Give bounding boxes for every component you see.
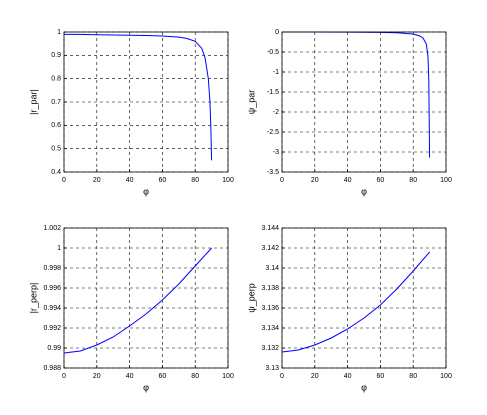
plot-area [282,228,446,368]
x-axis-label: φ [143,382,149,392]
y-tick-label: -3 [273,149,279,156]
x-tick-label: 60 [159,373,167,380]
plot-area [64,228,228,368]
y-tick-label: 0.8 [51,76,61,83]
y-tick-label: 0 [275,29,279,36]
y-tick-label: -1.5 [267,89,279,96]
y-tick-label: -0.5 [267,49,279,56]
x-tick-label: 0 [280,177,284,184]
y-tick-label: 0.99 [47,345,61,352]
y-tick-label: 0.992 [43,325,61,332]
axes-box [281,31,447,173]
plot-area [282,32,446,172]
data-line [63,247,212,354]
y-tick-label: 0.994 [43,305,61,312]
x-tick-label: 0 [280,373,284,380]
y-tick-label: 0.4 [51,169,61,176]
x-tick-label: 40 [126,373,134,380]
y-tick-label: -2.5 [267,129,279,136]
y-tick-label: 3.144 [261,225,279,232]
y-tick-label: 0.6 [51,122,61,129]
x-tick-label: 40 [344,373,352,380]
y-tick-label: 0.996 [43,285,61,292]
data-line [64,33,213,161]
plot-area [64,32,228,172]
x-tick-label: 20 [93,177,101,184]
x-tick-label: 100 [222,177,234,184]
y-tick-label: 0.988 [43,365,61,372]
y-tick-label: -3.5 [267,169,279,176]
y-tick-label: 1 [57,29,61,36]
y-tick-label: 0.9 [51,52,61,59]
x-tick-label: 100 [440,373,452,380]
x-tick-label: 60 [377,373,385,380]
y-tick-label: 3.142 [261,245,279,252]
x-tick-label: 80 [191,177,199,184]
x-tick-label: 0 [62,373,66,380]
y-axis-label: |r_par| [28,89,38,115]
y-tick-label: 0.5 [51,146,61,153]
y-axis-label: |r_perp| [28,283,38,314]
x-tick-label: 20 [93,373,101,380]
data-line [281,251,430,353]
y-tick-label: 3.138 [261,285,279,292]
x-tick-label: 20 [311,373,319,380]
x-axis-label: φ [361,382,367,392]
x-axis-label: φ [361,186,367,196]
y-tick-label: 3.134 [261,325,279,332]
x-tick-label: 80 [409,373,417,380]
x-tick-label: 60 [159,177,167,184]
y-tick-label: 1 [57,245,61,252]
y-tick-label: 3.14 [265,265,279,272]
axes-box [281,227,447,369]
y-tick-label: -1 [273,69,279,76]
y-axis-label: ψ_perp [246,283,256,312]
axes-box [63,31,229,173]
x-tick-label: 0 [62,177,66,184]
x-tick-label: 40 [126,177,134,184]
x-axis-label: φ [143,186,149,196]
y-tick-label: 3.132 [261,345,279,352]
x-tick-label: 80 [191,373,199,380]
y-tick-label: 0.7 [51,99,61,106]
x-tick-label: 100 [440,177,452,184]
x-tick-label: 40 [344,177,352,184]
y-tick-label: 1.002 [43,225,61,232]
x-tick-label: 60 [377,177,385,184]
x-tick-label: 80 [409,177,417,184]
y-axis-label: ψ_par [246,90,256,114]
y-tick-label: 3.136 [261,305,279,312]
y-tick-label: 3.13 [265,365,279,372]
x-tick-label: 100 [222,373,234,380]
axes-box [63,227,229,369]
y-tick-label: 0.998 [43,265,61,272]
y-tick-label: -2 [273,109,279,116]
x-tick-label: 20 [311,177,319,184]
